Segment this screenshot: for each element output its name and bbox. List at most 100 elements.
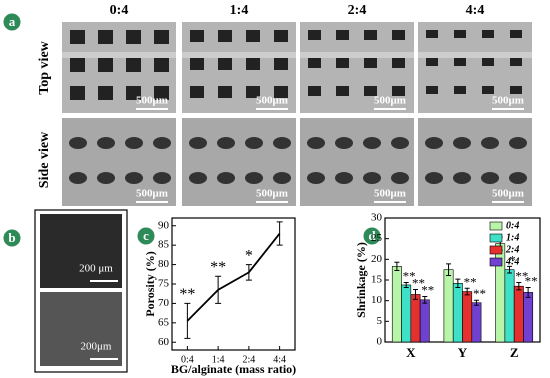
micrograph <box>300 118 414 206</box>
pore <box>392 58 405 68</box>
inset-frame <box>34 209 128 373</box>
bar <box>471 302 482 343</box>
pore <box>425 137 443 149</box>
pore <box>245 172 263 184</box>
pore <box>426 30 438 38</box>
pore <box>363 172 381 184</box>
panel-badge <box>362 226 382 246</box>
y-tick-label: 5 <box>377 315 383 327</box>
pore <box>126 30 141 44</box>
legend-label: 4:4 <box>505 256 519 267</box>
pore <box>189 172 207 184</box>
strand <box>182 52 296 58</box>
pore <box>70 86 85 100</box>
bar <box>410 294 421 343</box>
legend-label: 0:4 <box>506 220 519 231</box>
scale-label: 500μm <box>374 188 406 200</box>
scale-label: 500μm <box>136 188 168 200</box>
pore <box>391 172 409 184</box>
pore <box>336 86 349 96</box>
error-bar <box>446 263 452 276</box>
significance: ** <box>464 274 477 289</box>
panel-label: c <box>143 228 149 243</box>
pore <box>218 86 232 98</box>
pore <box>217 172 235 184</box>
pore <box>510 86 522 94</box>
scale-label: 500μm <box>492 95 524 107</box>
column-header: 4:4 <box>466 3 485 18</box>
column-header: 2:4 <box>348 3 367 18</box>
error-bar <box>276 221 283 246</box>
y-tick-label: 70 <box>158 297 170 309</box>
legend-label: 2:4 <box>505 244 519 255</box>
pore <box>246 30 260 42</box>
pore <box>98 30 113 44</box>
legend-swatch <box>489 245 503 255</box>
y-axis-label: Porosity (%) <box>143 251 157 316</box>
pore <box>308 30 321 40</box>
significance: * <box>509 252 516 267</box>
y-axis-label: Shrinkage (%) <box>354 242 368 318</box>
pore <box>125 137 143 149</box>
scale-label: 500μm <box>374 95 406 107</box>
pore <box>69 172 87 184</box>
pore <box>454 58 466 66</box>
pore <box>273 137 291 149</box>
x-tick-label: X <box>406 345 416 360</box>
x-tick-label: Z <box>510 345 519 360</box>
bar <box>401 284 412 343</box>
y-tick-label: 10 <box>371 294 383 306</box>
y-tick-label: 30 <box>371 212 383 224</box>
significance: * <box>245 247 253 264</box>
sem-image <box>40 292 122 366</box>
line <box>186 232 281 322</box>
significance: ** <box>210 259 226 276</box>
pore <box>190 58 204 70</box>
legend-swatch <box>489 257 503 267</box>
pore <box>246 58 260 70</box>
micrograph <box>182 118 296 206</box>
significance: ** <box>412 275 425 290</box>
pore <box>335 172 353 184</box>
significance: ** <box>179 286 195 303</box>
pore <box>308 58 321 68</box>
pore <box>97 137 115 149</box>
error-bar <box>473 299 479 306</box>
pore <box>274 58 288 70</box>
pore <box>453 137 471 149</box>
pore <box>336 30 349 40</box>
x-tick-label: 4:4 <box>273 354 286 365</box>
pore <box>364 86 377 96</box>
pore <box>126 86 141 100</box>
error-bar <box>464 287 470 296</box>
strand <box>300 52 414 58</box>
error-bar <box>507 265 513 274</box>
pore <box>98 86 113 100</box>
bar <box>391 266 402 343</box>
significance: ** <box>403 268 416 283</box>
pore <box>217 137 235 149</box>
scale-label: 500μm <box>136 95 168 107</box>
pore <box>481 172 499 184</box>
pore <box>273 172 291 184</box>
pore <box>509 172 527 184</box>
legend-swatch <box>489 233 503 243</box>
pore <box>70 58 85 72</box>
pore <box>308 86 321 96</box>
strand <box>418 52 532 58</box>
pore <box>454 86 466 94</box>
error-bar <box>403 281 409 288</box>
pore <box>335 137 353 149</box>
x-tick-label: 0:4 <box>181 354 194 365</box>
panel-label: a <box>9 14 16 29</box>
pore <box>426 58 438 66</box>
scale-label: 500μm <box>492 188 524 200</box>
pore <box>509 137 527 149</box>
pore <box>363 137 381 149</box>
y-tick-label: 85 <box>158 239 170 251</box>
micrograph <box>418 118 532 206</box>
pore <box>153 172 171 184</box>
pore <box>190 30 204 42</box>
y-tick-label: 75 <box>158 278 170 290</box>
pore <box>218 58 232 70</box>
